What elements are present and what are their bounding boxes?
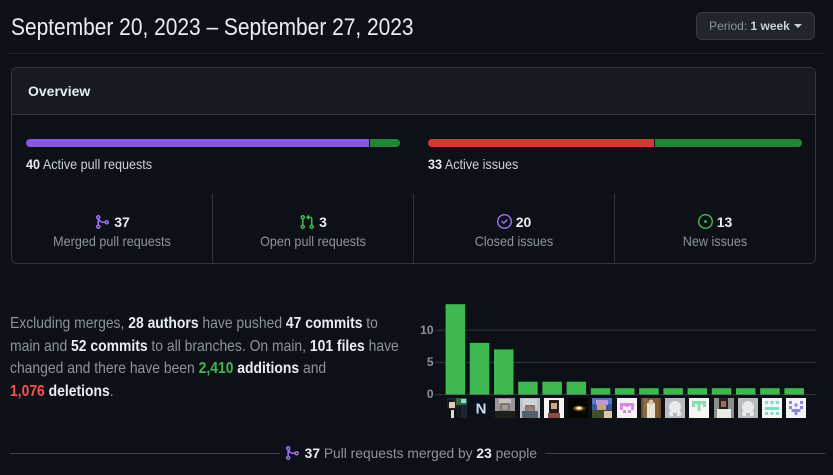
svg-text:5: 5	[427, 355, 434, 369]
svg-text:0: 0	[427, 387, 434, 401]
svg-text:N: N	[476, 401, 487, 418]
svg-text:10: 10	[420, 323, 434, 337]
